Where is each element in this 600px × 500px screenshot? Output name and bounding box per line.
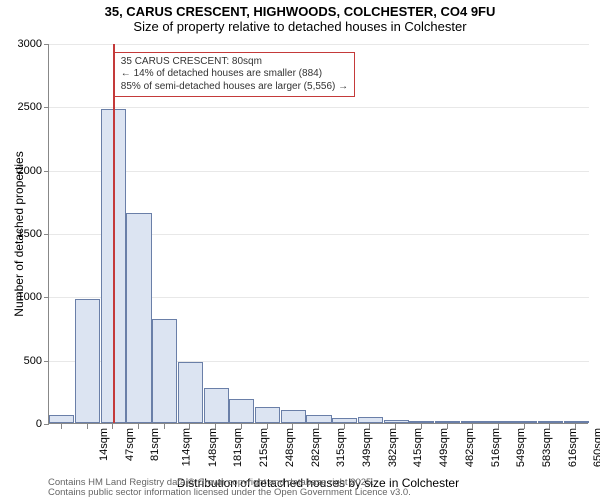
annot-line-1: 35 CARUS CRESCENT: 80sqm	[121, 56, 348, 69]
xtick-label: 616sqm	[567, 428, 579, 467]
annot-line-2: ← 14% of detached houses are smaller (88…	[121, 68, 348, 81]
xtick-mark	[318, 424, 319, 429]
annot-line-3: 85% of semi-detached houses are larger (…	[121, 81, 348, 94]
histogram-bar	[538, 421, 563, 423]
xtick-label: 516sqm	[490, 428, 502, 467]
histogram-bar	[564, 421, 589, 423]
ytick-mark	[44, 44, 49, 45]
xtick-label: 382sqm	[387, 428, 399, 467]
histogram-bar	[306, 415, 331, 423]
ytick-label: 3000	[18, 38, 42, 50]
xtick-label: 215sqm	[258, 428, 270, 467]
xtick-label: 148sqm	[207, 428, 219, 467]
xtick-label: 248sqm	[284, 428, 296, 467]
xtick-label: 415sqm	[413, 428, 425, 467]
ytick-mark	[44, 297, 49, 298]
histogram-bar	[512, 421, 537, 423]
xtick-label: 549sqm	[515, 428, 527, 467]
property-marker-line	[113, 44, 115, 423]
xtick-label: 482sqm	[464, 428, 476, 467]
annotation-box: 35 CARUS CRESCENT: 80sqm← 14% of detache…	[114, 52, 355, 98]
ytick-label: 0	[36, 418, 42, 430]
ytick-label: 2500	[18, 101, 42, 113]
ytick-label: 1500	[18, 228, 42, 240]
histogram-bar	[409, 421, 434, 423]
footer-attribution: Contains HM Land Registry data © Crown c…	[48, 478, 411, 499]
histogram-bar	[461, 421, 486, 423]
histogram-bar	[152, 319, 177, 423]
xtick-label: 282sqm	[310, 428, 322, 467]
xtick-mark	[395, 424, 396, 429]
ytick-label: 2000	[18, 165, 42, 177]
histogram-bar	[229, 399, 254, 423]
xtick-label: 81sqm	[149, 428, 161, 461]
histogram-bar	[358, 417, 383, 423]
ytick-label: 1000	[18, 291, 42, 303]
ytick-mark	[44, 424, 49, 425]
xtick-mark	[87, 424, 88, 429]
histogram-bar	[435, 421, 460, 423]
gridline	[49, 107, 589, 108]
xtick-mark	[575, 424, 576, 429]
xtick-mark	[112, 424, 113, 429]
histogram-bar	[126, 213, 151, 423]
xtick-mark	[189, 424, 190, 429]
ytick-mark	[44, 107, 49, 108]
plot-area: 05001000150020002500300035 CARUS CRESCEN…	[48, 44, 588, 424]
xtick-mark	[549, 424, 550, 429]
xtick-label: 349sqm	[361, 428, 373, 467]
xtick-mark	[138, 424, 139, 429]
xtick-label: 650sqm	[593, 428, 600, 467]
title-line-1: 35, CARUS CRESCENT, HIGHWOODS, COLCHESTE…	[0, 4, 600, 19]
gridline	[49, 44, 589, 45]
histogram-bar	[49, 415, 74, 423]
xtick-label: 14sqm	[98, 428, 110, 461]
xtick-mark	[472, 424, 473, 429]
xtick-mark	[524, 424, 525, 429]
histogram-bar	[384, 420, 409, 423]
histogram-bar	[332, 418, 357, 423]
histogram-bar	[281, 410, 306, 423]
title-line-2: Size of property relative to detached ho…	[0, 19, 600, 34]
gridline	[49, 171, 589, 172]
ytick-mark	[44, 171, 49, 172]
xtick-label: 315sqm	[335, 428, 347, 467]
ytick-label: 500	[24, 355, 42, 367]
xtick-mark	[164, 424, 165, 429]
histogram-bar	[204, 388, 229, 423]
xtick-mark	[241, 424, 242, 429]
xtick-mark	[61, 424, 62, 429]
xtick-mark	[267, 424, 268, 429]
xtick-mark	[421, 424, 422, 429]
xtick-label: 449sqm	[438, 428, 450, 467]
xtick-label: 47sqm	[124, 428, 136, 461]
xtick-mark	[369, 424, 370, 429]
footer-line-2: Contains public sector information licen…	[48, 488, 411, 498]
chart-title-block: 35, CARUS CRESCENT, HIGHWOODS, COLCHESTE…	[0, 0, 600, 34]
histogram-bar	[75, 299, 100, 423]
xtick-mark	[447, 424, 448, 429]
xtick-label: 583sqm	[541, 428, 553, 467]
ytick-mark	[44, 234, 49, 235]
xtick-label: 114sqm	[180, 428, 192, 466]
chart-area: Number of detached properties 0500100015…	[48, 44, 588, 424]
xtick-mark	[215, 424, 216, 429]
histogram-bar	[178, 362, 203, 423]
xtick-label: 181sqm	[233, 428, 245, 467]
xtick-mark	[292, 424, 293, 429]
histogram-bar	[486, 421, 511, 423]
ytick-mark	[44, 361, 49, 362]
histogram-bar	[255, 407, 280, 423]
xtick-mark	[498, 424, 499, 429]
xtick-mark	[344, 424, 345, 429]
